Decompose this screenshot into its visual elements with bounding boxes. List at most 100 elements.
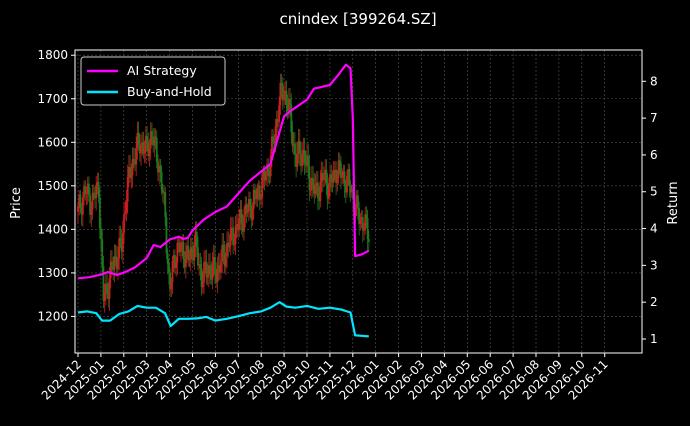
candle-body (333, 169, 336, 171)
candle-body (217, 265, 220, 269)
candle-body (296, 153, 299, 167)
candle-body (212, 256, 215, 265)
y-right-tick-label: 8 (650, 74, 658, 88)
candle-body (142, 142, 145, 154)
candle-body (203, 262, 205, 283)
candle-body (338, 160, 341, 164)
candle-body (250, 205, 253, 220)
candle-body (302, 149, 305, 155)
candle-body (360, 217, 363, 220)
candle-body (94, 195, 96, 199)
candle-body (148, 148, 151, 157)
candle-body (144, 136, 147, 151)
candle-body (287, 98, 290, 112)
candle-body (252, 189, 255, 209)
candle-body (319, 181, 322, 202)
candle-body (297, 140, 300, 154)
candle-body (241, 223, 244, 232)
candle-body (367, 239, 370, 242)
candle-body (126, 176, 129, 202)
candle-body (355, 195, 358, 209)
candle-body (183, 259, 186, 268)
candle-body (283, 94, 285, 101)
candle-body (363, 230, 365, 232)
candle-body (266, 164, 268, 176)
candle-body (262, 170, 265, 177)
candle-body (206, 275, 209, 278)
candle-body (92, 192, 95, 196)
candle-body (152, 136, 155, 146)
ai-strategy-line (77, 63, 370, 280)
candle-body (83, 186, 85, 198)
candle-body (332, 170, 335, 183)
candle-body (81, 197, 84, 215)
candle-body (292, 143, 295, 147)
candle-body (290, 104, 293, 133)
candle-body (86, 183, 89, 194)
candle-body (359, 219, 362, 225)
candle-body (112, 268, 115, 270)
candle-body (157, 161, 159, 173)
candle-body (199, 264, 202, 269)
candle-body (174, 254, 176, 268)
candle-body (301, 154, 304, 166)
candle-body (335, 169, 338, 184)
candle-body (108, 278, 111, 299)
candle-body (324, 169, 327, 178)
candle-body (85, 193, 88, 195)
candle-body (201, 282, 204, 288)
candle-body (364, 214, 367, 231)
candle-body (337, 160, 340, 179)
candle-body (222, 245, 225, 253)
candle-body (343, 171, 346, 186)
candle-body (257, 185, 260, 189)
candle-body (268, 171, 271, 177)
candle-body (291, 132, 294, 147)
candle-body (106, 283, 108, 294)
candle-body (251, 208, 254, 220)
strategy-lines (77, 63, 370, 338)
candle-body (243, 215, 245, 232)
candle-body (341, 175, 344, 178)
candle-body (229, 228, 232, 246)
candle-body (346, 175, 348, 193)
candle-body (325, 169, 328, 184)
candle-body (327, 187, 330, 199)
candle-body (209, 265, 211, 274)
candle-body (124, 212, 127, 215)
candle-body (182, 242, 185, 260)
candle-body (159, 165, 162, 172)
candle-body (245, 204, 248, 213)
candle-body (348, 169, 351, 186)
candle-body (100, 227, 102, 240)
candle-body (155, 138, 158, 162)
candle-body (232, 227, 235, 246)
candle-body (340, 163, 342, 178)
y-axis-right-label: Return (666, 181, 681, 224)
candle-body (79, 194, 82, 209)
candle-body (227, 242, 230, 248)
candle-body (169, 272, 171, 290)
candle-body (134, 159, 136, 165)
candle-body (273, 142, 276, 144)
candle-body (321, 172, 324, 181)
candle-body (207, 265, 210, 276)
candle-body (320, 172, 323, 182)
candle-body (247, 198, 250, 212)
candle-body (165, 217, 168, 254)
candle-body (97, 182, 100, 198)
candle-body (254, 189, 256, 193)
candle-body (147, 141, 150, 157)
candle-body (274, 126, 277, 144)
y-right-tick-label: 7 (650, 111, 658, 125)
candle-body (118, 237, 121, 259)
candle-body (163, 192, 165, 194)
candle-body (366, 218, 369, 240)
candle-body (176, 242, 179, 263)
candle-body (272, 136, 274, 143)
candle-body (197, 247, 199, 266)
candle-body (117, 258, 119, 270)
candle-body (191, 247, 193, 252)
candle-body (104, 283, 107, 295)
candle-body (330, 174, 333, 180)
